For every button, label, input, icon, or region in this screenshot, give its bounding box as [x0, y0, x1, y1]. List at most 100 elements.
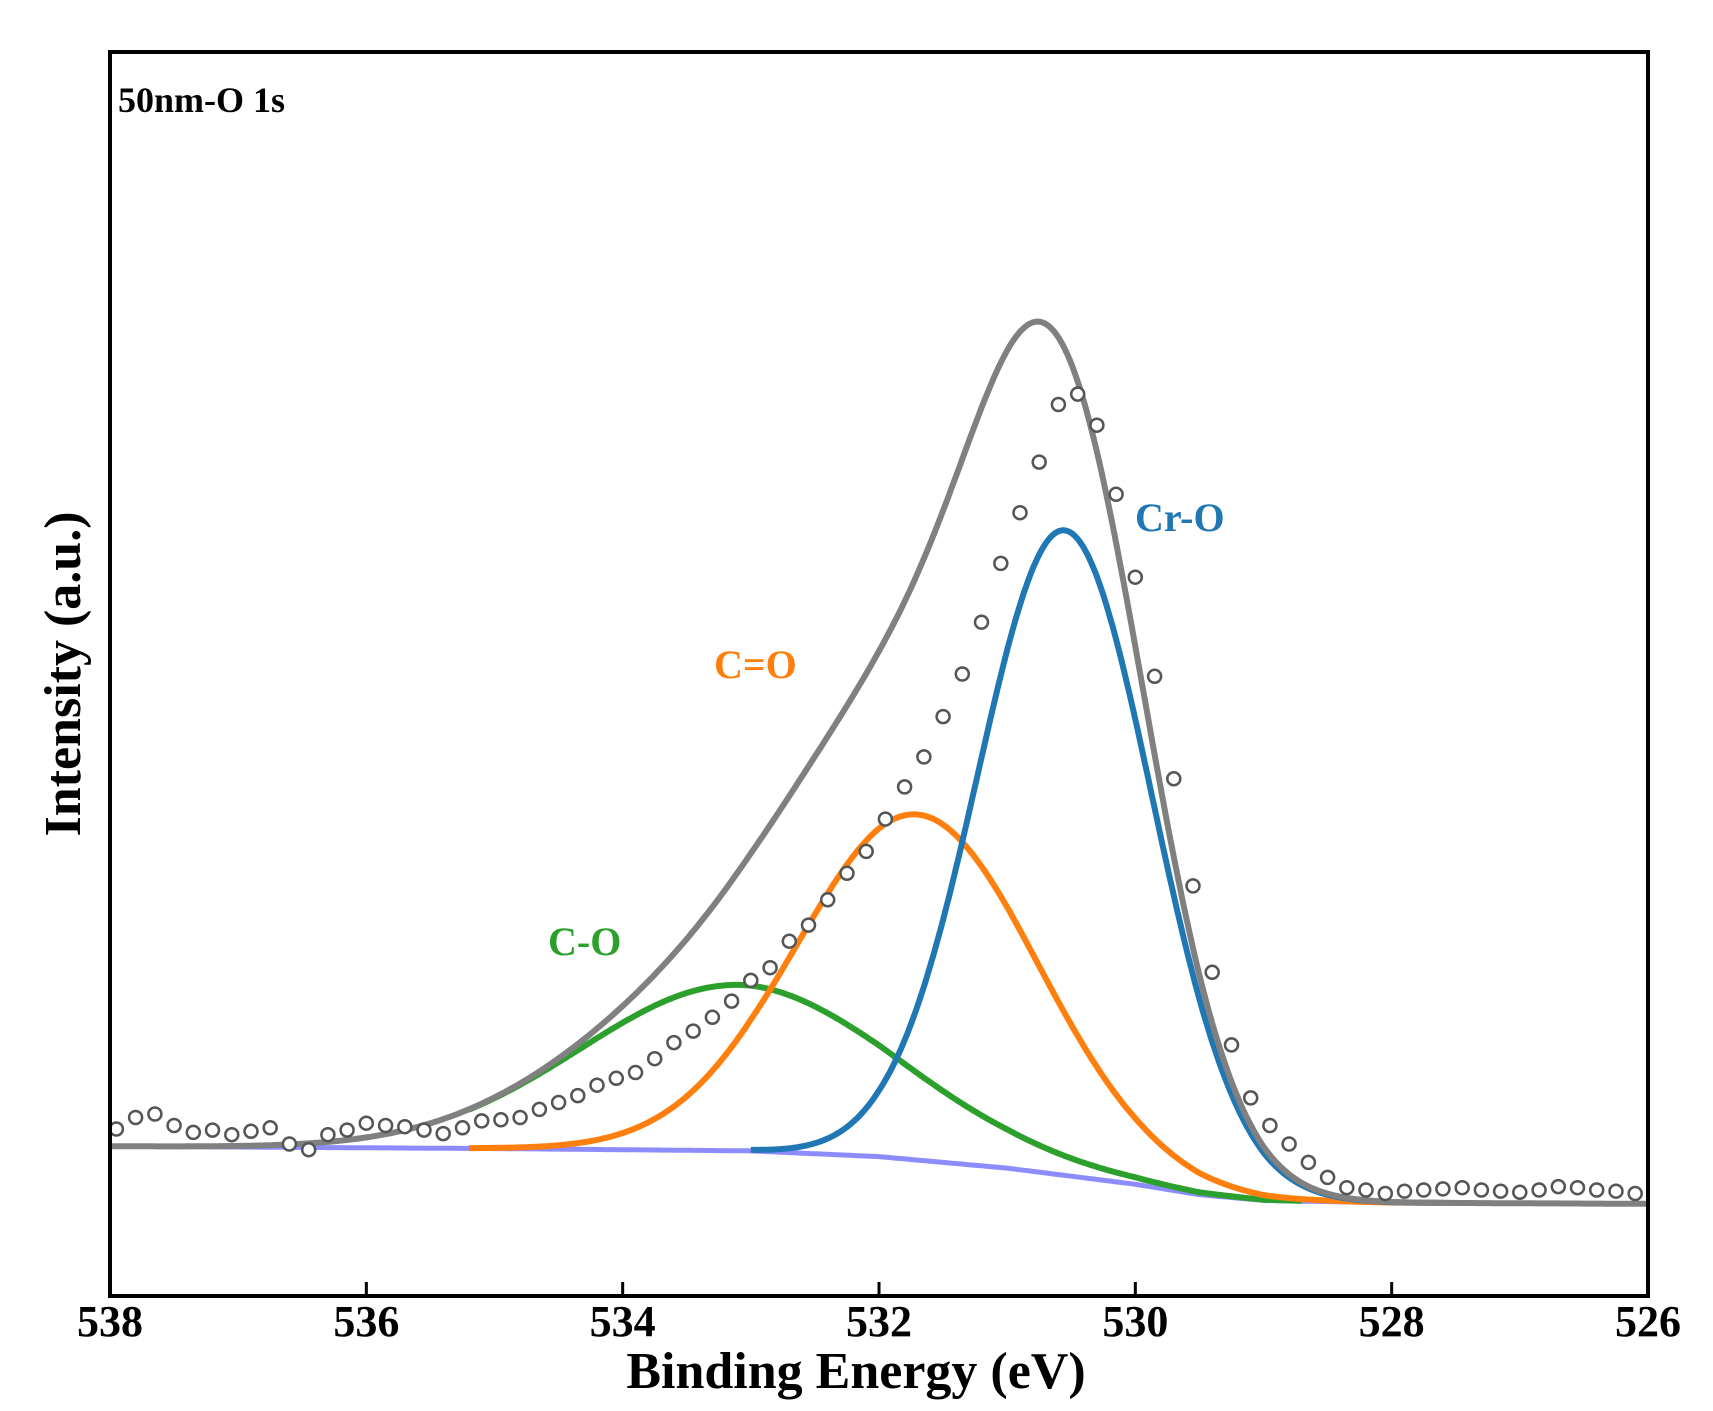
- plot-series: [110, 318, 1649, 1207]
- raw-data-point: [627, 1064, 644, 1081]
- raw-data-point: [1319, 1169, 1336, 1186]
- envelope-line: [110, 318, 1649, 1207]
- chart-title: 50nm-O 1s: [118, 80, 285, 120]
- raw-data-point: [916, 749, 932, 765]
- raw-data-point: [281, 1136, 298, 1152]
- raw-data-point: [1454, 1179, 1470, 1196]
- raw-data-point: [704, 1009, 721, 1026]
- raw-data-point: [1108, 486, 1124, 503]
- raw-data-point: [646, 1050, 663, 1067]
- raw-data-point: [320, 1126, 336, 1143]
- raw-data-point: [1550, 1178, 1567, 1195]
- x-tick-label: 534: [590, 1297, 656, 1346]
- raw-data-point: [973, 614, 990, 630]
- raw-data-point: [666, 1034, 682, 1051]
- raw-data-point: [1569, 1179, 1586, 1196]
- raw-data-point: [1435, 1181, 1451, 1197]
- x-tick-label: 538: [77, 1297, 143, 1346]
- raw-data-point: [781, 933, 798, 949]
- raw-data-point: [147, 1106, 163, 1122]
- raw-data-point: [435, 1125, 451, 1142]
- raw-data-point: [512, 1109, 528, 1126]
- label-c-o: C-O: [548, 919, 621, 964]
- raw-data-point: [589, 1077, 605, 1093]
- plot-frame: [108, 50, 1650, 1298]
- raw-data-point: [1512, 1184, 1528, 1201]
- raw-data-point: [1627, 1185, 1643, 1202]
- x-tick-label: 532: [846, 1297, 912, 1346]
- raw-data-point: [300, 1141, 317, 1158]
- raw-data-point: [262, 1120, 278, 1136]
- component-line-c-double-o: [468, 811, 1469, 1206]
- raw-data-point: [1166, 771, 1182, 787]
- raw-data-point: [493, 1112, 509, 1128]
- raw-data-point: [819, 892, 836, 908]
- label-cr-o: Cr-O: [1135, 495, 1225, 540]
- raw-data-point: [1377, 1185, 1394, 1202]
- raw-data-point: [1415, 1182, 1432, 1198]
- raw-data-point: [1031, 454, 1047, 470]
- component-line-c-o: [467, 981, 1303, 1204]
- raw-data-point: [1127, 569, 1144, 585]
- raw-data-point: [1358, 1182, 1374, 1198]
- background-line: [110, 1143, 1649, 1207]
- x-tick-label: 526: [1615, 1297, 1681, 1346]
- y-axis-label: Intensity (a.u.): [35, 511, 92, 836]
- raw-data-point: [743, 972, 759, 989]
- component-line-cr-o: [749, 527, 1444, 1206]
- raw-data-point: [1281, 1136, 1297, 1152]
- raw-data-point: [935, 708, 951, 725]
- raw-data-point: [185, 1124, 202, 1141]
- raw-data-point: [800, 917, 817, 933]
- raw-data-point: [1050, 396, 1067, 413]
- raw-data-point: [723, 993, 740, 1009]
- raw-data-point: [1492, 1183, 1509, 1199]
- raw-data-point: [1012, 504, 1028, 521]
- raw-data-point: [416, 1122, 432, 1138]
- raw-data-point: [954, 666, 971, 682]
- raw-data-point: [454, 1120, 471, 1136]
- raw-data-point: [1300, 1154, 1317, 1171]
- raw-data-point: [1185, 878, 1201, 894]
- raw-data-point: [224, 1126, 240, 1143]
- raw-data-points: [108, 386, 1643, 1202]
- x-axis-label: Binding Energy (eV): [626, 1343, 1085, 1400]
- x-axis-ticks: 538 536 534 532 530 528 526: [77, 1282, 1681, 1346]
- raw-data-point: [1608, 1183, 1624, 1199]
- raw-data-point: [358, 1115, 375, 1131]
- raw-data-point: [1588, 1182, 1605, 1198]
- raw-data-point: [877, 811, 894, 827]
- raw-data-point: [397, 1118, 413, 1135]
- raw-data-point: [1146, 668, 1163, 685]
- raw-data-point: [204, 1122, 221, 1138]
- raw-data-point: [166, 1117, 182, 1134]
- raw-data-point: [550, 1094, 567, 1111]
- raw-data-point: [608, 1070, 625, 1087]
- raw-data-point: [473, 1113, 490, 1129]
- raw-data-point: [1396, 1183, 1413, 1199]
- raw-data-point: [1339, 1179, 1355, 1196]
- raw-data-point: [1204, 964, 1220, 981]
- raw-data-point: [896, 779, 913, 795]
- raw-data-point: [839, 865, 855, 882]
- label-c-double-o: C=O: [714, 642, 797, 687]
- raw-data-point: [1069, 386, 1086, 402]
- raw-data-point: [531, 1101, 548, 1118]
- raw-data-point: [570, 1087, 586, 1104]
- x-tick-label: 530: [1102, 1297, 1168, 1346]
- raw-data-point: [762, 959, 778, 976]
- raw-data-point: [1089, 417, 1105, 433]
- raw-data-point: [1242, 1090, 1259, 1106]
- raw-data-point: [243, 1123, 259, 1140]
- x-tick-label: 528: [1359, 1297, 1425, 1346]
- raw-data-point: [1223, 1037, 1240, 1053]
- raw-data-point: [993, 555, 1009, 572]
- raw-data-point: [1473, 1182, 1490, 1198]
- x-tick-label: 536: [333, 1297, 399, 1346]
- raw-data-point: [685, 1023, 701, 1039]
- raw-data-point: [1262, 1117, 1278, 1134]
- raw-data-point: [1531, 1182, 1547, 1198]
- raw-data-point: [377, 1117, 394, 1134]
- raw-data-point: [339, 1122, 355, 1138]
